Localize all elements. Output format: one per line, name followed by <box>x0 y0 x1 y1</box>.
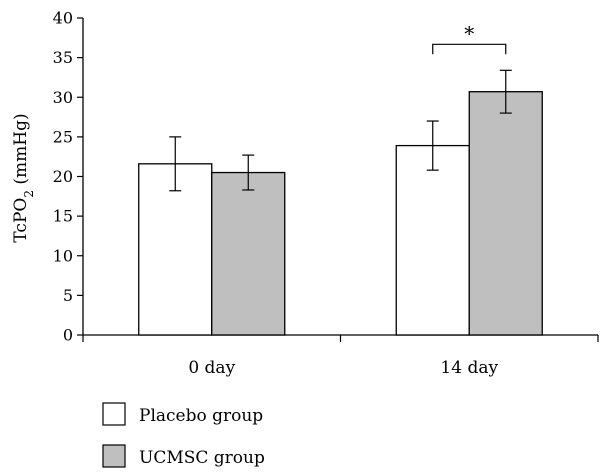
y-tick-label: 25 <box>53 127 73 146</box>
y-axis-title-subscript: 2 <box>22 190 36 198</box>
y-tick-label: 20 <box>53 167 73 186</box>
bar-placebo-1 <box>395 144 470 336</box>
y-tick-label: 10 <box>53 246 73 265</box>
x-category-label: 14 day <box>440 358 498 378</box>
legend-swatch <box>102 402 126 426</box>
significance-annotation: * <box>432 21 507 55</box>
bar-ucmsc-0 <box>211 171 286 336</box>
y-axis-title: TcPO2 (mmHg) <box>11 113 36 242</box>
legend-label: Placebo group <box>139 406 263 426</box>
legend-label: UCMSC group <box>139 448 265 468</box>
legend-swatch <box>102 444 126 468</box>
bar-ucmsc-1 <box>468 91 543 336</box>
y-tick-label: 40 <box>53 9 73 28</box>
y-tick-label: 30 <box>53 88 73 107</box>
y-tick-label: 0 <box>63 326 73 345</box>
error-bars <box>169 69 512 192</box>
bars <box>138 91 543 336</box>
significance-bracket <box>432 43 507 55</box>
y-tick-label: 15 <box>53 207 73 226</box>
y-tick-label: 35 <box>53 48 73 67</box>
significance-mark: * <box>464 21 474 45</box>
y-tick-label: 5 <box>63 286 73 305</box>
y-axis-title-main: TcPO <box>11 198 31 243</box>
x-category-label: 0 day <box>188 358 235 378</box>
axes: 0 5 10 15 20 25 30 35 40 0 day 14 day <box>53 9 599 378</box>
legend: Placebo group UCMSC group <box>102 402 265 468</box>
y-axis-title-unit: (mmHg) <box>11 113 31 190</box>
